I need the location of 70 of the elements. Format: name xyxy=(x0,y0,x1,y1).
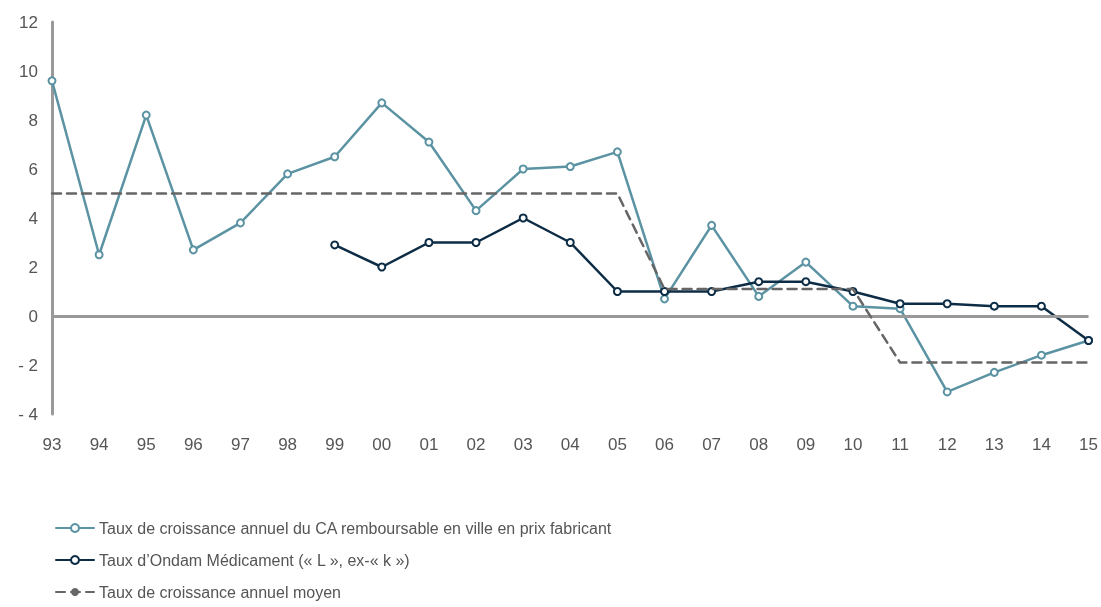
point xyxy=(801,277,811,287)
point xyxy=(754,277,764,287)
x-tick-label: 12 xyxy=(937,435,957,454)
point xyxy=(989,301,999,311)
x-tick-label: 09 xyxy=(796,435,816,454)
x-tick-label: 08 xyxy=(749,435,769,454)
point xyxy=(565,162,575,172)
point xyxy=(989,367,999,377)
x-tick-label: 07 xyxy=(702,435,722,454)
point xyxy=(942,387,952,397)
x-tick-label: 02 xyxy=(466,435,486,454)
x-tick-label: 14 xyxy=(1031,435,1051,454)
point xyxy=(377,98,387,108)
point xyxy=(848,301,858,311)
x-tick-label: 93 xyxy=(42,435,62,454)
point xyxy=(707,220,717,230)
x-tick-label: 94 xyxy=(89,435,109,454)
x-tick-label: 11 xyxy=(891,435,909,454)
y-tick-label: 2 xyxy=(28,257,38,277)
point xyxy=(424,137,434,147)
point xyxy=(330,240,340,250)
x-tick-label: 05 xyxy=(607,435,627,454)
x-tick-label: 10 xyxy=(843,435,863,454)
x-tick-label: 15 xyxy=(1079,435,1099,454)
y-tick-label: 4 xyxy=(28,208,38,228)
point xyxy=(942,299,952,309)
point xyxy=(94,250,104,260)
y-tick-label: 6 xyxy=(28,159,38,179)
point xyxy=(235,218,245,228)
x-tick-label: 97 xyxy=(231,435,250,454)
point xyxy=(612,287,622,296)
point xyxy=(283,169,293,179)
point xyxy=(801,257,811,267)
point xyxy=(660,287,669,296)
point xyxy=(518,164,528,174)
x-tick-label: 03 xyxy=(513,435,533,454)
point xyxy=(471,206,481,216)
point xyxy=(565,238,575,247)
x-tick-label: 98 xyxy=(278,435,298,454)
y-tick-label: 10 xyxy=(19,61,38,81)
point xyxy=(612,147,622,157)
x-tick-label: 96 xyxy=(183,435,203,454)
point xyxy=(471,238,481,247)
x-tick-label: 13 xyxy=(984,435,1004,454)
point xyxy=(518,213,528,223)
y-tick-label: 8 xyxy=(28,110,38,130)
legend-label: Taux de croissance annuel moyen xyxy=(99,583,341,601)
point xyxy=(1036,301,1046,311)
y-tick-label: - 4 xyxy=(18,404,38,424)
x-tick-label: 04 xyxy=(560,435,580,454)
legend-label: Taux d’Ondam Médicament (« L », ex-« k ») xyxy=(99,551,410,569)
legend-label: Taux de croissance annuel du CA remboursable en ville en prix fabricant xyxy=(99,519,612,537)
point xyxy=(377,262,387,272)
y-tick-label: - 2 xyxy=(18,355,38,375)
y-tick-label: 0 xyxy=(28,306,38,326)
x-tick-label: 95 xyxy=(136,435,156,454)
point xyxy=(330,152,340,162)
x-tick-label: 00 xyxy=(372,435,392,454)
point xyxy=(47,76,57,86)
point xyxy=(188,245,198,255)
point xyxy=(754,291,764,301)
point xyxy=(1036,350,1046,360)
x-tick-label: 01 xyxy=(419,435,439,454)
point xyxy=(424,238,434,247)
point xyxy=(895,299,905,309)
y-tick-label: 12 xyxy=(19,12,38,32)
point xyxy=(141,110,151,120)
point xyxy=(660,294,669,304)
x-tick-label: 99 xyxy=(325,435,345,454)
x-tick-label: 06 xyxy=(655,435,674,454)
